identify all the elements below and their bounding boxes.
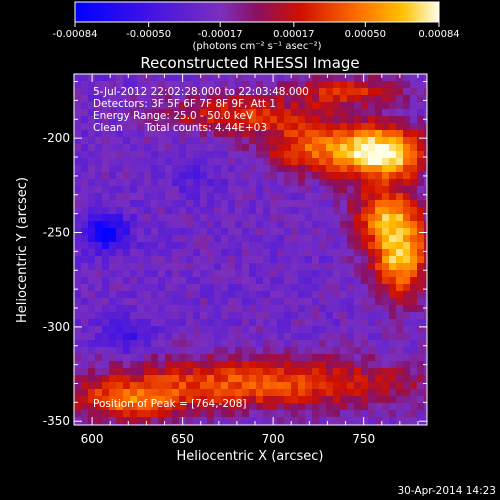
heatmap-cells bbox=[74, 74, 427, 425]
y-tick-label: -300 bbox=[43, 320, 70, 334]
colorbar-ticks: -0.00084 -0.00050 -0.00017 0.00017 0.00050 0.… bbox=[53, 22, 460, 40]
colorbar-unit-label: (photons cm⁻² s⁻¹ asec⁻²) bbox=[192, 41, 321, 52]
annotation-peak: Position of Peak = [764,-208] bbox=[93, 398, 247, 410]
plot-frame bbox=[73, 73, 428, 426]
colorbar-tick-label: -0.00050 bbox=[126, 29, 171, 40]
x-tick-label: 700 bbox=[262, 432, 285, 446]
chart-title: Reconstructed RHESSI Image bbox=[140, 54, 359, 72]
x-axis-label: Heliocentric X (arcsec) bbox=[177, 449, 324, 464]
heatmap-image bbox=[74, 74, 427, 425]
annotation-total-counts: Total counts: 4.44E+03 bbox=[144, 122, 267, 134]
y-tick-label: -250 bbox=[43, 226, 70, 240]
colorbar-tick-label: -0.00017 bbox=[198, 29, 243, 40]
y-tick-label: -200 bbox=[43, 131, 70, 145]
x-tick-label: 750 bbox=[352, 432, 375, 446]
colorbar-tick-label: 0.00084 bbox=[418, 29, 459, 40]
annotation-method: Clean bbox=[93, 122, 123, 134]
colorbar bbox=[74, 1, 440, 23]
y-tick-label: -350 bbox=[43, 414, 70, 428]
x-tick-label: 600 bbox=[81, 432, 104, 446]
y-axis-label: Heliocentric Y (arcsec) bbox=[15, 177, 30, 323]
axis-ticks: 600 650 700 750 -200 -250 -300 -350 bbox=[43, 74, 427, 446]
x-tick-label: 650 bbox=[171, 432, 194, 446]
footer-timestamp: 30-Apr-2014 14:23 bbox=[397, 485, 496, 497]
annotation-detectors: Detectors: 3F 5F 6F 7F 8F 9F, Att 1 bbox=[93, 98, 276, 110]
annotation-energy-range: Energy Range: 25.0 - 50.0 keV bbox=[93, 110, 254, 122]
colorbar-tick-label: -0.00084 bbox=[53, 29, 98, 40]
annotation-time-range: 5-Jul-2012 22:02:28.000 to 22:03:48.000 bbox=[93, 86, 309, 98]
colorbar-tick-label: 0.00050 bbox=[345, 29, 386, 40]
colorbar-tick-label: 0.00017 bbox=[273, 29, 314, 40]
